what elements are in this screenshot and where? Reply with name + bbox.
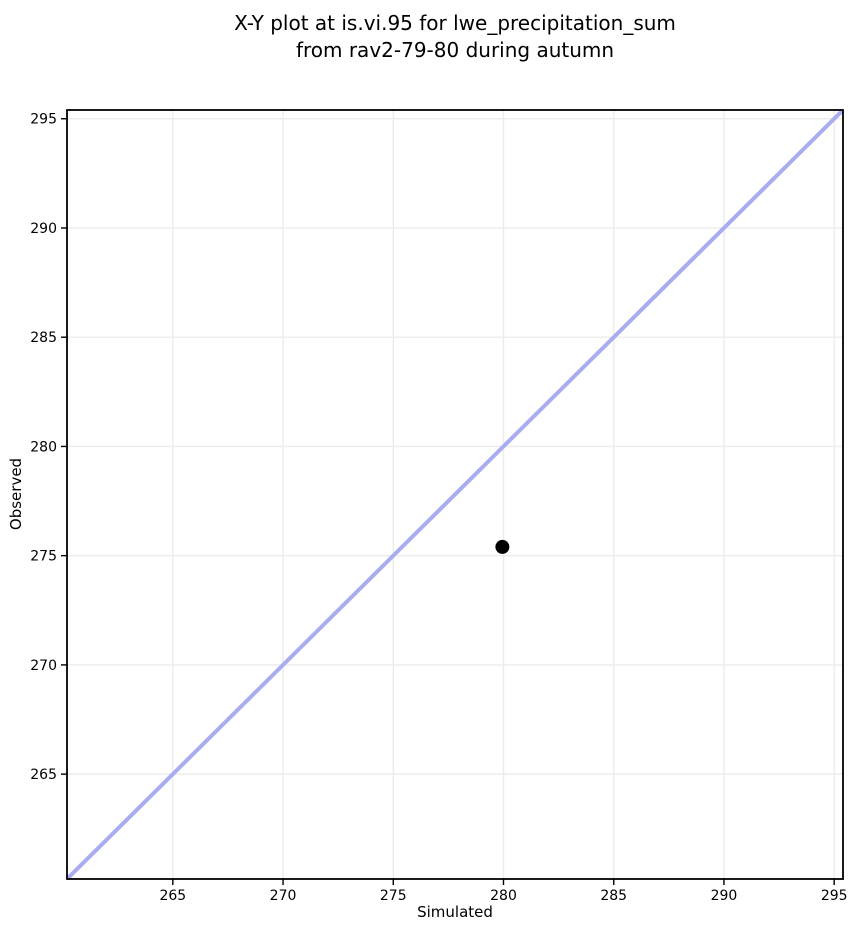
chart-title: X-Y plot at is.vi.95 for lwe_precipitati… [234, 10, 676, 64]
x-tick-label: 290 [711, 888, 738, 904]
y-tick-label: 265 [30, 767, 57, 783]
identity-line [67, 110, 843, 879]
grid-lines [67, 110, 843, 879]
y-tick-label: 275 [30, 549, 57, 565]
y-tick-label: 280 [30, 439, 57, 455]
x-tick-label: 265 [159, 888, 186, 904]
y-tick-labels: 265 270 275 280 285 290 295 [30, 112, 57, 783]
x-tick-label: 295 [821, 888, 848, 904]
y-tick-label: 285 [30, 330, 57, 346]
x-axis-label: Simulated [417, 903, 493, 921]
plot-spines [66, 109, 844, 880]
y-tick-label: 295 [30, 112, 57, 128]
x-tick-label: 270 [270, 888, 297, 904]
chart-title-line2: from rav2-79-80 during autumn [295, 38, 615, 62]
tick-marks [61, 118, 835, 885]
x-tick-labels: 265 270 275 280 285 290 295 [159, 888, 847, 904]
x-tick-label: 280 [490, 888, 517, 904]
data-point [495, 539, 510, 554]
chart-title-line1: X-Y plot at is.vi.95 for lwe_precipitati… [234, 11, 676, 35]
x-tick-label: 275 [380, 888, 407, 904]
y-axis-label: Observed [7, 457, 25, 531]
x-tick-label: 285 [600, 888, 627, 904]
y-tick-label: 270 [30, 658, 57, 674]
series-observed-vs-simulated-point [495, 539, 510, 554]
y-tick-label: 290 [30, 221, 57, 237]
